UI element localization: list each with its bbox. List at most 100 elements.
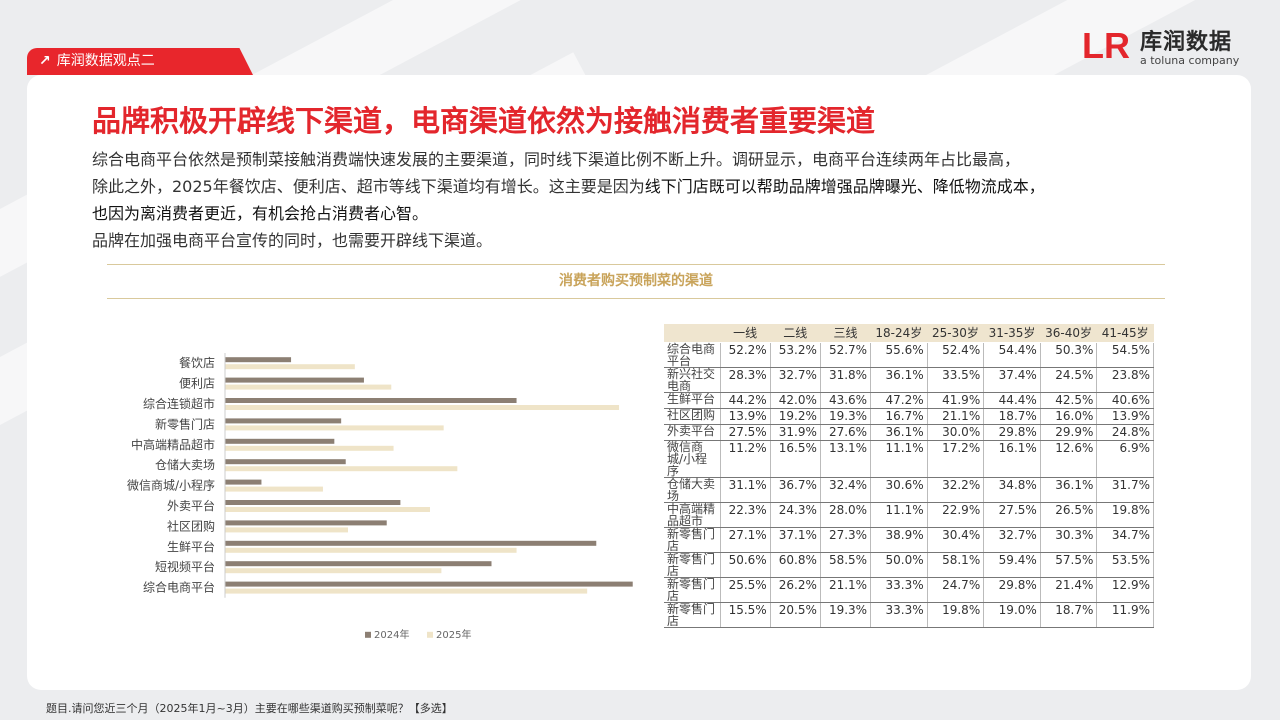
table-header-row: 一线 二线 三线 18-24岁 25-30岁 31-35岁 36-40岁 41-45岁 xyxy=(664,324,1154,343)
table-cell: 52.7% xyxy=(820,342,872,368)
category-label: 餐饮店 xyxy=(179,355,215,370)
bar-series-2 xyxy=(225,445,394,451)
table-cell: 54.4% xyxy=(983,342,1041,368)
table-row-label: 新兴社交电商 xyxy=(664,367,721,393)
table-cell: 32.7% xyxy=(983,527,1041,553)
logo-name: 库润数据 xyxy=(1140,30,1233,55)
table-cell: 36.1% xyxy=(870,367,928,393)
table-cell: 52.4% xyxy=(927,342,985,368)
table-cell: 30.6% xyxy=(870,477,928,503)
table-cell: 28.3% xyxy=(720,367,771,393)
table-cell: 15.5% xyxy=(720,602,771,628)
category-label: 综合连锁超市 xyxy=(143,396,215,411)
table-cell: 27.3% xyxy=(820,527,872,553)
table-cell: 27.5% xyxy=(720,424,771,441)
table-cell: 32.7% xyxy=(770,367,821,393)
table-cell: 54.5% xyxy=(1096,342,1154,368)
table-cell: 58.1% xyxy=(927,552,985,578)
table-cell: 24.5% xyxy=(1040,367,1098,393)
category-label: 中高端精品超市 xyxy=(131,437,215,452)
table-cell: 21.1% xyxy=(927,408,985,425)
logo-subtitle: a toluna company xyxy=(1140,54,1240,67)
bar-series-1 xyxy=(225,561,492,567)
table-cell: 11.1% xyxy=(870,440,928,478)
table-cell: 44.4% xyxy=(983,392,1041,409)
table-cell: 21.4% xyxy=(1040,577,1098,603)
table-row: 微信商城/小程序 11.2% 16.5% 13.1% 11.1% 17.2% 16.1% 12… xyxy=(664,440,1154,478)
category-label: 生鲜平台 xyxy=(167,539,215,554)
table-cell: 19.8% xyxy=(927,602,985,628)
bar-series-1 xyxy=(225,581,633,587)
table-row-label: 社区团购 xyxy=(664,408,721,425)
table-cell: 34.8% xyxy=(983,477,1041,503)
bar-series-2 xyxy=(225,425,444,431)
table-cell: 41.9% xyxy=(927,392,985,409)
summary-paragraph: 综合电商平台依然是预制菜接触消费端快速发展的主要渠道，同时线下渠道比例不断上升。… xyxy=(92,146,1212,254)
table-cell: 42.5% xyxy=(1040,392,1098,409)
legend-label: 2025年 xyxy=(436,628,471,641)
bar-series-1 xyxy=(225,398,517,403)
section-tag: ↗ 库润数据观点二 xyxy=(27,48,253,75)
table-cell: 31.8% xyxy=(820,367,872,393)
table-cell: 26.2% xyxy=(770,577,821,603)
table-cell: 27.1% xyxy=(720,527,771,553)
table-cell: 44.2% xyxy=(720,392,771,409)
table-cell: 36.7% xyxy=(770,477,821,503)
bar-series-2 xyxy=(225,486,323,492)
chart-title: 消费者购买预制菜的渠道 xyxy=(107,264,1165,299)
table-cell: 11.2% xyxy=(720,440,771,478)
table-cell: 30.0% xyxy=(927,424,985,441)
legend-swatch xyxy=(365,631,371,638)
page-title: 品牌积极开辟线下渠道，电商渠道依然为接触消费者重要渠道 xyxy=(92,104,876,138)
table-column-header: 41-45岁 xyxy=(1096,324,1154,343)
table-cell: 33.3% xyxy=(870,602,928,628)
data-table: 一线 二线 三线 18-24岁 25-30岁 31-35岁 36-40岁 41-45岁 综合电… xyxy=(664,324,1154,628)
summary-conclusion: 品牌在加强电商平台宣传的同时，也需要开辟线下渠道。 xyxy=(92,231,493,250)
table-cell: 18.7% xyxy=(1040,602,1098,628)
table-column-header: 31-35岁 xyxy=(983,324,1041,343)
table-cell: 24.7% xyxy=(927,577,985,603)
summary-highlight: 线下门店既可以帮助品牌增强品牌曝光、降低物流成本， xyxy=(644,177,1045,196)
category-label: 便利店 xyxy=(179,377,215,391)
table-cell: 36.1% xyxy=(870,424,928,441)
bar-series-1 xyxy=(225,459,346,465)
section-tag-label: 库润数据观点二 xyxy=(56,53,155,69)
table-cell: 16.1% xyxy=(983,440,1041,478)
bar-series-1 xyxy=(225,520,387,526)
svg-text:LR: LR xyxy=(1082,25,1130,64)
table-row: 新零售门店 25.5% 26.2% 21.1% 33.3% 24.7% 29.8% 21.4%… xyxy=(664,577,1154,603)
arrow-icon: ↗ xyxy=(39,53,51,69)
table-row-label: 综合电商平台 xyxy=(664,342,721,368)
table-cell: 24.3% xyxy=(770,502,821,528)
bar-series-2 xyxy=(225,405,620,410)
table-column-header: 二线 xyxy=(770,324,821,343)
bar-series-2 xyxy=(225,384,392,390)
bar-chart: 餐饮店便利店综合连锁超市新零售门店中高端精品超市仓储大卖场微信商城/小程序外卖平… xyxy=(127,353,633,641)
logo-mark-icon: LR xyxy=(1082,25,1130,64)
table-row: 综合电商平台 52.2% 53.2% 52.7% 55.6% 52.4% 54.4% 50.3… xyxy=(664,342,1154,368)
table-cell: 22.3% xyxy=(720,502,771,528)
table-column-header: 18-24岁 xyxy=(870,324,928,343)
table-column-header: 三线 xyxy=(820,324,871,343)
bar-series-2 xyxy=(225,364,355,370)
table-column-header: 25-30岁 xyxy=(927,324,984,343)
table-cell: 53.5% xyxy=(1096,552,1154,578)
table-cell: 33.3% xyxy=(870,577,928,603)
table-cell: 23.8% xyxy=(1096,367,1154,393)
table-cell: 13.9% xyxy=(720,408,771,425)
table-cell: 50.0% xyxy=(870,552,928,578)
table-cell: 59.4% xyxy=(983,552,1041,578)
table-cell: 34.7% xyxy=(1096,527,1154,553)
table-cell: 16.0% xyxy=(1040,408,1098,425)
table-cell: 57.5% xyxy=(1040,552,1098,578)
category-label: 外卖平台 xyxy=(167,498,215,513)
table-cell: 31.9% xyxy=(770,424,821,441)
table-cell: 12.9% xyxy=(1096,577,1154,603)
table-cell: 40.6% xyxy=(1096,392,1154,409)
category-label: 综合电商平台 xyxy=(143,580,215,595)
table-cell: 43.6% xyxy=(820,392,872,409)
table-row-label: 新零售门店 xyxy=(664,577,721,603)
bar-series-2 xyxy=(225,568,442,574)
table-cell: 27.5% xyxy=(983,502,1041,528)
table-row: 新零售门店 50.6% 60.8% 58.5% 50.0% 58.1% 59.4% 57.5%… xyxy=(664,552,1154,578)
